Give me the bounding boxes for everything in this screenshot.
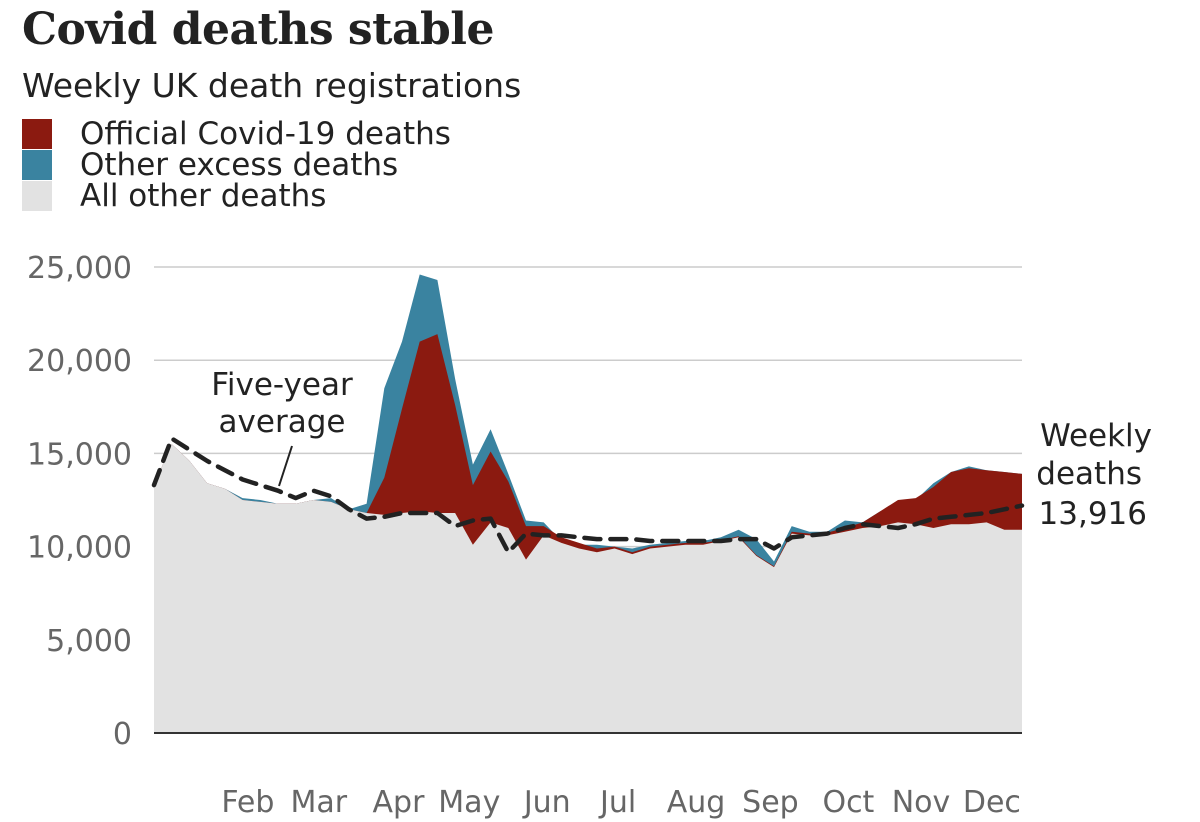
y-tick-label: 5,000: [46, 624, 132, 659]
x-tick-label: Feb: [221, 785, 274, 820]
legend-item-all-other: All other deaths: [22, 177, 451, 214]
y-tick-label: 0: [113, 717, 132, 752]
legend-swatch-covid: [22, 118, 52, 149]
legend-label-other-excess: Other excess deaths: [80, 146, 399, 183]
legend-item-covid: Official Covid-19 deaths: [22, 115, 451, 152]
x-tick-label: Oct: [822, 785, 874, 820]
latest-annotation-value: 13,916: [1039, 496, 1147, 532]
y-tick-label: 25,000: [27, 251, 132, 286]
average-annotation-leader: [278, 445, 293, 487]
chart-title: Covid deaths stable: [22, 4, 495, 55]
y-tick-label: 10,000: [27, 531, 132, 566]
legend-item-other-excess: Other excess deaths: [22, 146, 451, 183]
x-tick-label: Jul: [598, 785, 636, 820]
x-tick-label: Mar: [290, 785, 347, 820]
x-tick-label: Jun: [522, 785, 571, 820]
x-tick-label: May: [438, 785, 500, 820]
x-axis-ticks: Feb Mar Apr May Jun Jul Aug Sep Oct Nov Dec: [221, 785, 1021, 820]
area-all-other-deaths: [154, 444, 1022, 733]
legend-label-all-other: All other deaths: [80, 177, 327, 214]
x-tick-label: Dec: [963, 785, 1021, 820]
latest-annotation-line1: Weekly: [1040, 418, 1152, 454]
legend-swatch-other-excess: [22, 149, 52, 180]
y-tick-label: 15,000: [27, 437, 132, 472]
average-annotation-line2: average: [219, 404, 346, 440]
latest-annotation-line2: deaths: [1036, 456, 1142, 492]
x-tick-label: Sep: [742, 785, 799, 820]
y-tick-label: 20,000: [27, 344, 132, 379]
chart-subtitle: Weekly UK death registrations: [22, 66, 522, 105]
legend-label-covid: Official Covid-19 deaths: [80, 115, 451, 152]
legend-swatch-all-other: [22, 180, 52, 211]
y-axis-ticks: 25,000 20,000 15,000 10,000 5,000 0: [27, 251, 132, 752]
x-tick-label: Aug: [667, 785, 726, 820]
five-year-average-line: [151, 436, 1025, 555]
average-annotation-line1: Five-year: [211, 367, 353, 403]
chart-legend: Official Covid-19 deaths Other excess de…: [22, 115, 451, 214]
x-tick-label: Nov: [892, 785, 951, 820]
x-tick-label: Apr: [373, 785, 426, 820]
